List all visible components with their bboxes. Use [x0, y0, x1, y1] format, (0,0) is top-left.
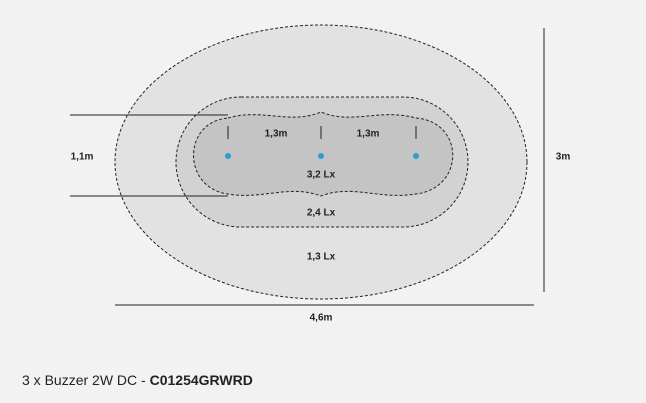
light-point-3 [413, 153, 419, 159]
caption-prefix: 3 x Buzzer 2W DC - [22, 372, 150, 388]
zone-middle-label: 2,4 Lx [306, 207, 336, 219]
width-dimension-label: 4,6m [309, 312, 333, 324]
side-dimension-label: 1,1m [70, 151, 94, 163]
spacing-label-2: 1,3m [356, 128, 380, 140]
zone-inner-label: 3,2 Lx [306, 169, 336, 181]
zone-outer-label: 1,3 Lx [306, 251, 336, 263]
light-point-1 [225, 153, 231, 159]
product-caption: 3 x Buzzer 2W DC - C01254GRWRD [22, 372, 253, 388]
product-code: C01254GRWRD [149, 372, 253, 388]
spacing-label-1: 1,3m [264, 128, 288, 140]
height-dimension-label: 3m [555, 151, 571, 163]
light-point-2 [318, 153, 324, 159]
